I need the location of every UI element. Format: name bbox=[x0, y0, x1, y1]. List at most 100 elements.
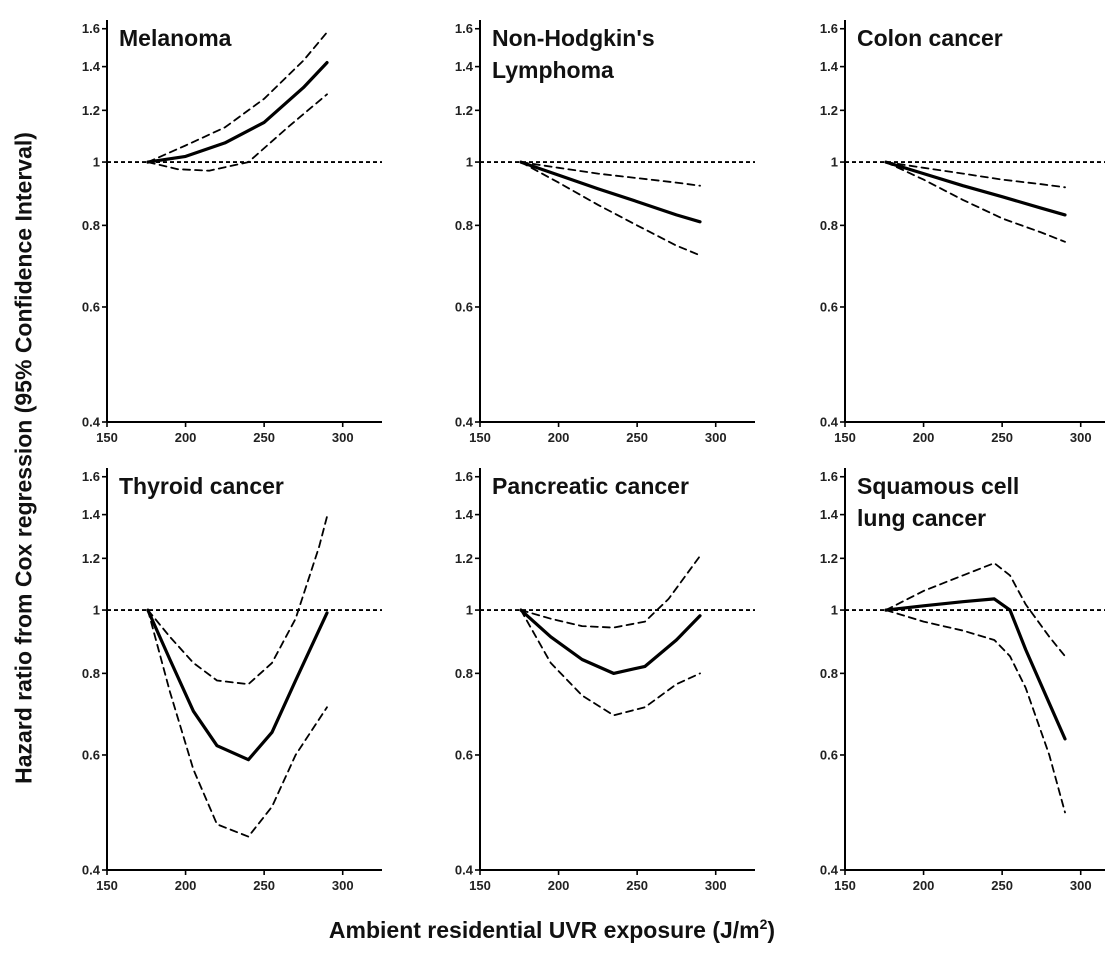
y-tick-label: 1.2 bbox=[455, 103, 473, 118]
y-tick-label: 1 bbox=[831, 155, 838, 170]
y-tick-label: 0.6 bbox=[820, 299, 838, 314]
y-tick-label: 0.4 bbox=[82, 415, 101, 430]
series-estimate-line bbox=[884, 160, 1067, 217]
y-tick-label: 1.6 bbox=[82, 21, 100, 36]
y-tick-label: 1.4 bbox=[82, 507, 101, 522]
x-axis-label-main: Ambient residential UVR exposure (J/m bbox=[328, 916, 760, 943]
x-tick-label: 250 bbox=[253, 878, 275, 893]
series-lower-line bbox=[146, 93, 328, 172]
series-upper-line bbox=[520, 555, 701, 629]
x-axis-label: Ambient residential UVR exposure (J/m2) bbox=[329, 916, 775, 944]
y-tick-label: 1.2 bbox=[82, 551, 100, 566]
series-estimate-line bbox=[519, 608, 702, 676]
y-tick-label: 0.4 bbox=[820, 415, 839, 430]
y-tick-label: 1.6 bbox=[820, 21, 838, 36]
series-lower-line bbox=[885, 609, 1066, 814]
y-tick-label: 0.6 bbox=[82, 747, 100, 762]
y-tick-label: 0.6 bbox=[455, 747, 473, 762]
chart-panel-4: 0.4 0.6 0.8 1 1.2 1.4 1.6 150 200 250 300 Thyroid c… bbox=[82, 468, 382, 893]
y-tick-label: 1.6 bbox=[82, 469, 100, 484]
x-tick-label: 150 bbox=[834, 878, 856, 893]
y-tick-label: 0.4 bbox=[455, 863, 474, 878]
panel-title-line: Colon cancer bbox=[857, 25, 1003, 51]
y-tick-label: 1.2 bbox=[82, 103, 100, 118]
y-tick-label: 0.6 bbox=[82, 299, 100, 314]
x-tick-label: 150 bbox=[469, 430, 491, 445]
series-lower-line bbox=[885, 161, 1066, 243]
y-tick-label: 1 bbox=[466, 155, 473, 170]
panel-title-line: Non-Hodgkin's bbox=[492, 25, 655, 51]
y-tick-label: 1 bbox=[93, 155, 100, 170]
y-tick-label: 1.2 bbox=[820, 551, 838, 566]
x-tick-label: 150 bbox=[96, 878, 118, 893]
x-tick-label: 250 bbox=[991, 430, 1013, 445]
x-tick-label: 200 bbox=[913, 878, 935, 893]
panel-title-line: Squamous cell bbox=[857, 473, 1019, 499]
x-tick-label: 300 bbox=[1070, 430, 1092, 445]
y-tick-label: 1.6 bbox=[455, 21, 473, 36]
y-tick-label: 0.8 bbox=[820, 218, 838, 233]
series-upper-line bbox=[885, 161, 1066, 189]
y-tick-label: 0.4 bbox=[455, 415, 474, 430]
series-lower-line bbox=[146, 609, 328, 838]
x-axis-label-superscript: 2 bbox=[759, 916, 768, 933]
chart-panel-1: 0.4 0.6 0.8 1 1.2 1.4 1.6 150 200 250 300 Melanoma bbox=[82, 20, 382, 445]
y-tick-label: 0.4 bbox=[820, 863, 839, 878]
chart-panel-3: 0.4 0.6 0.8 1 1.2 1.4 1.6 150 200 250 300 Colon can… bbox=[820, 20, 1105, 445]
series-upper-line bbox=[520, 161, 701, 187]
y-tick-label: 1.4 bbox=[455, 507, 474, 522]
y-tick-label: 0.8 bbox=[82, 666, 100, 681]
chart-panel-5: 0.4 0.6 0.8 1 1.2 1.4 1.6 150 200 250 300 Pancreati… bbox=[455, 468, 755, 893]
y-tick-label: 1 bbox=[93, 603, 100, 618]
panel-title-line: lung cancer bbox=[857, 505, 986, 531]
series-estimate-line bbox=[146, 60, 329, 164]
x-tick-label: 150 bbox=[469, 878, 491, 893]
x-tick-label: 300 bbox=[705, 430, 727, 445]
x-tick-label: 300 bbox=[1070, 878, 1092, 893]
panel-title-line: Thyroid cancer bbox=[119, 473, 284, 499]
series-estimate-line bbox=[519, 160, 702, 224]
y-tick-label: 0.4 bbox=[82, 863, 101, 878]
x-tick-label: 300 bbox=[332, 430, 354, 445]
y-tick-label: 1.4 bbox=[82, 59, 101, 74]
x-tick-label: 150 bbox=[834, 430, 856, 445]
x-tick-label: 300 bbox=[705, 878, 727, 893]
x-tick-label: 200 bbox=[175, 430, 197, 445]
y-tick-label: 1.6 bbox=[455, 469, 473, 484]
series-estimate-line bbox=[146, 608, 329, 762]
series-estimate-line bbox=[884, 597, 1067, 741]
y-tick-label: 0.6 bbox=[455, 299, 473, 314]
y-tick-label: 0.8 bbox=[82, 218, 100, 233]
series-lower-line bbox=[520, 161, 701, 257]
x-tick-label: 200 bbox=[175, 878, 197, 893]
x-tick-label: 250 bbox=[253, 430, 275, 445]
y-tick-label: 1.6 bbox=[820, 469, 838, 484]
series-upper-line bbox=[146, 515, 328, 686]
panel-title-line: Pancreatic cancer bbox=[492, 473, 689, 499]
y-tick-label: 1.4 bbox=[820, 59, 839, 74]
panel-title-line: Lymphoma bbox=[492, 57, 614, 83]
y-tick-label: 0.8 bbox=[820, 666, 838, 681]
y-tick-label: 0.8 bbox=[455, 218, 473, 233]
y-tick-label: 1 bbox=[831, 603, 838, 618]
x-tick-label: 200 bbox=[913, 430, 935, 445]
series-lower-line bbox=[520, 609, 701, 717]
y-tick-label: 1.4 bbox=[455, 59, 474, 74]
panel-title-line: Melanoma bbox=[119, 25, 232, 51]
x-tick-label: 300 bbox=[332, 878, 354, 893]
x-tick-label: 250 bbox=[626, 430, 648, 445]
y-tick-label: 1.4 bbox=[820, 507, 839, 522]
y-tick-label: 0.6 bbox=[820, 747, 838, 762]
chart-panel-6: 0.4 0.6 0.8 1 1.2 1.4 1.6 150 200 250 300 Squamous … bbox=[820, 468, 1105, 893]
x-tick-label: 150 bbox=[96, 430, 118, 445]
y-tick-label: 1 bbox=[466, 603, 473, 618]
y-tick-label: 1.2 bbox=[820, 103, 838, 118]
chart-panel-2: 0.4 0.6 0.8 1 1.2 1.4 1.6 150 200 250 300 Non-Hodgk… bbox=[455, 20, 755, 445]
y-tick-label: 0.8 bbox=[455, 666, 473, 681]
x-tick-label: 250 bbox=[626, 878, 648, 893]
x-axis-label-end: ) bbox=[767, 916, 776, 943]
series-upper-line bbox=[146, 31, 328, 164]
y-tick-label: 1.2 bbox=[455, 551, 473, 566]
